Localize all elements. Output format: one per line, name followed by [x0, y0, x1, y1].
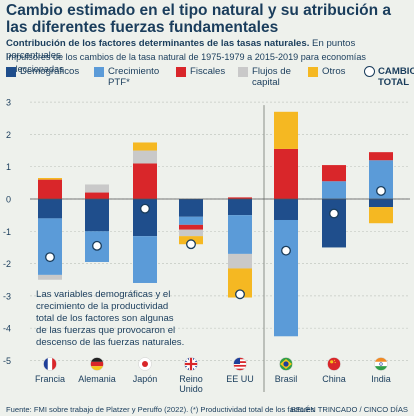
x-category-label: India	[371, 374, 391, 384]
bar-crecimiento-ptf-reino-unido	[179, 216, 203, 225]
total-marker-china	[329, 208, 339, 219]
legend-swatch-otros	[308, 67, 318, 77]
y-tick-label: 2	[6, 130, 11, 140]
bar-fiscales-brasil	[274, 148, 298, 199]
legend-swatch-fiscales	[176, 67, 186, 77]
flag-outline	[184, 357, 198, 371]
y-tick-label: -1	[3, 227, 11, 237]
chart-description: Impulsores de los cambios de la tasa nat…	[6, 52, 366, 74]
x-category-label: China	[322, 374, 346, 384]
bar-crecimiento-ptf-china	[322, 181, 346, 199]
bar-flujos-de-capital-francia	[38, 274, 62, 280]
brazil-flag-icon	[279, 357, 293, 371]
bar-fiscales-india	[369, 152, 393, 161]
bar-crecimiento-ptf-francia	[38, 218, 62, 275]
y-tick-label: 1	[6, 162, 11, 172]
bar-fiscales-japon	[133, 163, 157, 199]
y-tick-label: -5	[3, 356, 11, 366]
bar-crecimiento-ptf-ee-uu	[228, 215, 252, 254]
chart-area: 3 2 1 0 -1 -2 -3 -4 -5 Francia Alemania Japón ReinoU…	[3, 98, 410, 394]
bar-crecimiento-ptf-brasil	[274, 219, 298, 337]
legend: Demográficos Crecimiento PTF* Fiscales F…	[6, 64, 414, 92]
x-category-label: Japón	[133, 374, 158, 384]
legend-swatch-flujos-capital	[238, 67, 248, 77]
y-tick-label: 3	[6, 98, 11, 108]
y-tick-label: -3	[3, 291, 11, 301]
japan-flag-icon	[138, 357, 152, 371]
total-marker-francia	[45, 252, 55, 263]
bar-flujos-de-capital-ee-uu	[228, 253, 252, 269]
x-category-label: EE UU	[226, 374, 254, 384]
bar-otros-francia	[38, 178, 62, 180]
x-category-label: Brasil	[275, 374, 298, 384]
bar-demograficos-reino-unido	[179, 199, 203, 217]
total-marker-ee-uu	[235, 289, 245, 300]
flag-outline	[90, 357, 104, 371]
bar-fiscales-reino-unido	[179, 224, 203, 230]
bar-demograficos-china	[322, 199, 346, 248]
footer-source: Fuente: FMI sobre trabajo de Platzer y P…	[6, 405, 315, 414]
subtitle-bold: Contribución de los factores determinant…	[6, 38, 310, 49]
bar-flujos-de-capital-japon	[133, 150, 157, 164]
flag-outline	[138, 357, 152, 371]
legend-label-crecimiento-ptf: Crecimiento PTF*	[108, 66, 160, 88]
bar-otros-india	[369, 207, 393, 224]
chart-title: Cambio estimado en el tipo natural y su …	[6, 2, 391, 36]
legend-swatch-crecimiento-ptf	[94, 67, 104, 77]
x-category-label: Francia	[35, 374, 65, 384]
bar-demograficos-ee-uu	[228, 199, 252, 216]
x-category-label: Unido	[179, 384, 203, 394]
total-marker-brasil	[281, 245, 291, 256]
x-category-label: Alemania	[78, 374, 116, 384]
footer-credit: BELÉN TRINCADO / CINCO DÍAS	[290, 405, 408, 414]
chart-subtitle: Contribución de los factores determinant…	[6, 38, 410, 62]
uk-flag-icon	[184, 357, 198, 371]
india-flag-icon	[374, 357, 388, 371]
france-flag-icon	[43, 357, 57, 371]
legend-label-fiscales: Fiscales	[190, 66, 226, 77]
china-flag-icon	[327, 357, 341, 371]
bar-fiscales-francia	[38, 179, 62, 199]
legend-swatch-demograficos	[6, 67, 16, 77]
flag-outline	[279, 357, 293, 371]
bar-crecimiento-ptf-japon	[133, 236, 157, 283]
flag-outline	[233, 357, 247, 371]
y-tick-label: -4	[3, 324, 11, 334]
legend-label-total: CAMBIO TOTAL	[378, 66, 414, 88]
y-tick-label: 0	[6, 195, 11, 205]
bar-otros-japon	[133, 142, 157, 151]
flag-outline	[327, 357, 341, 371]
total-marker-alemania	[92, 240, 102, 251]
bar-demograficos-india	[369, 199, 393, 208]
bar-fiscales-alemania	[85, 192, 109, 199]
total-marker-reino-unido	[186, 239, 196, 250]
x-category-label: Reino	[179, 374, 203, 384]
bar-demograficos-alemania	[85, 199, 109, 232]
total-marker-india	[376, 185, 386, 196]
bar-demograficos-brasil	[274, 199, 298, 220]
y-tick-label: -2	[3, 259, 11, 269]
chart-annotation: Las variables demográficas y el crecimie…	[36, 289, 185, 348]
bar-flujos-de-capital-reino-unido	[179, 229, 203, 237]
subtitle-units: En puntos porcentuales	[6, 38, 356, 61]
flag-outline	[374, 357, 388, 371]
bar-fiscales-china	[322, 165, 346, 182]
bar-otros-brasil	[274, 111, 298, 149]
germany-flag-icon	[90, 357, 104, 371]
usa-flag-icon	[233, 357, 247, 371]
legend-label-otros: Otros	[322, 66, 346, 77]
flag-outline	[43, 357, 57, 371]
bar-fiscales-ee-uu	[228, 197, 252, 199]
legend-label-demograficos: Demográficos	[20, 66, 80, 77]
bar-flujos-de-capital-alemania	[85, 184, 109, 193]
legend-label-flujos-capital: Flujos de capital	[252, 66, 291, 88]
bar-demograficos-francia	[38, 199, 62, 219]
legend-circle-icon	[364, 66, 375, 77]
total-marker-japon	[140, 203, 150, 214]
